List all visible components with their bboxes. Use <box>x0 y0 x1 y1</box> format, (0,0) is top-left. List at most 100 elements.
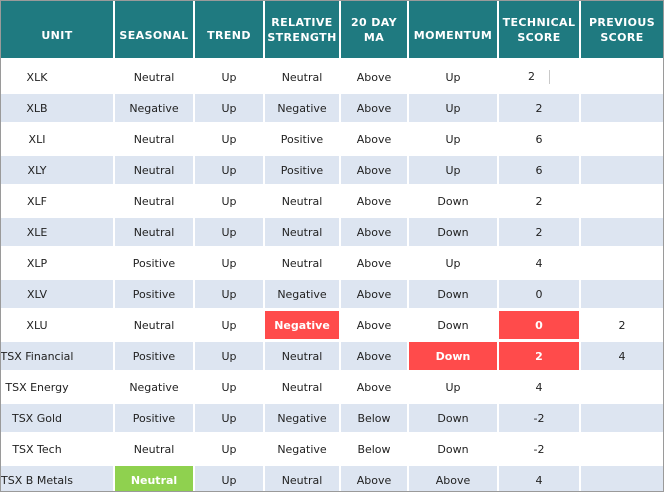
cell-value: Below <box>357 442 391 456</box>
cell-value: Above <box>356 225 392 239</box>
cell-value: XLY <box>27 163 47 177</box>
table-row: XLY Neutral Up Positive Above Up 6 <box>1 156 663 187</box>
unit-cell: TSX Financial <box>1 342 115 373</box>
cell-value: Above <box>356 70 392 84</box>
cell-value: Up <box>221 101 237 115</box>
header-line: MOMENTUM <box>413 29 493 42</box>
momentum-cell: Up <box>409 249 499 280</box>
cell-value: Up <box>221 163 237 177</box>
seasonal-cell: Positive <box>115 280 195 311</box>
cell-value: Up <box>221 318 237 332</box>
cell-value: Down <box>437 411 469 425</box>
header-trend: TREND <box>195 1 265 58</box>
momentum-cell: Up <box>409 94 499 125</box>
ma20-cell: Above <box>341 218 409 249</box>
trend-cell: Up <box>195 125 265 156</box>
cell-value: Up <box>221 70 237 84</box>
cell-value: Above <box>356 194 392 208</box>
cell-value: Up <box>221 473 237 487</box>
cell-value: Negative <box>274 318 330 332</box>
technical-score-cell: 0 <box>499 280 581 311</box>
previous-score-cell <box>581 373 663 404</box>
cell-value: Negative <box>277 442 327 456</box>
cell-value: Below <box>357 411 391 425</box>
cell-value: Above <box>356 101 392 115</box>
table-row: TSX B Metals Neutral Up Neutral Above Above 4 <box>1 466 663 491</box>
relative-strength-cell: Negative <box>265 404 341 435</box>
trend-cell: Up <box>195 435 265 466</box>
cell-value: Up <box>221 380 237 394</box>
cell-value: XLP <box>26 256 48 270</box>
trend-cell: Up <box>195 342 265 373</box>
technical-score-cell: 2 <box>499 218 581 249</box>
cell-value: Up <box>221 411 237 425</box>
technical-score-cell: 2 <box>499 63 581 94</box>
previous-score-cell <box>581 404 663 435</box>
trend-cell: Up <box>195 373 265 404</box>
cell-value: Neutral <box>281 225 323 239</box>
cell-value: Neutral <box>133 70 175 84</box>
relative-strength-cell: Neutral <box>265 249 341 280</box>
technical-score-cell: 2 <box>499 94 581 125</box>
cell-value: Above <box>356 473 392 487</box>
cell-value: Neutral <box>133 442 175 456</box>
unit-cell: XLI <box>1 125 115 156</box>
momentum-cell: Down <box>409 218 499 249</box>
ma20-cell: Below <box>341 404 409 435</box>
ma20-cell: Above <box>341 187 409 218</box>
technical-score-cell: 4 <box>499 373 581 404</box>
relative-strength-cell: Neutral <box>265 218 341 249</box>
header-line: RELATIVE <box>271 15 333 29</box>
header-line: SCORE <box>600 30 644 44</box>
relative-strength-cell: Negative <box>265 311 341 342</box>
previous-score-cell <box>581 187 663 218</box>
cell-value: Positive <box>280 163 324 177</box>
relative-strength-cell: Negative <box>265 435 341 466</box>
cell-value: XLE <box>26 225 48 239</box>
cell-value: Neutral <box>281 70 323 84</box>
trend-cell: Up <box>195 466 265 491</box>
cell-value: Up <box>445 132 461 146</box>
trend-cell: Up <box>195 404 265 435</box>
technical-score-cell: 4 <box>499 466 581 491</box>
unit-cell: TSX Gold <box>1 404 115 435</box>
cell-value: XLF <box>27 194 47 208</box>
previous-score-cell <box>581 466 663 491</box>
cell-value: 2 <box>535 194 543 208</box>
unit-cell: TSX Energy <box>1 373 115 404</box>
ma20-cell: Below <box>341 435 409 466</box>
header-20-day-ma: 20 DAY MA <box>341 1 409 58</box>
cell-value: XLV <box>27 287 47 301</box>
cell-value: Neutral <box>130 473 178 487</box>
cell-value: Above <box>356 163 392 177</box>
seasonal-cell: Positive <box>115 249 195 280</box>
table-row: XLI Neutral Up Positive Above Up 6 <box>1 125 663 156</box>
seasonal-cell: Neutral <box>115 125 195 156</box>
cell-value: Negative <box>277 411 327 425</box>
cell-value: 0 <box>535 287 543 301</box>
seasonal-cell: Neutral <box>115 156 195 187</box>
cell-value: TSX Gold <box>11 411 63 425</box>
cell-value: 4 <box>535 256 543 270</box>
cell-value: Neutral <box>133 225 175 239</box>
relative-strength-cell: Negative <box>265 280 341 311</box>
cell-value: 4 <box>618 349 626 363</box>
technical-score-cell: 6 <box>499 156 581 187</box>
cell-value: Up <box>445 101 461 115</box>
cell-value: Up <box>221 349 237 363</box>
cell-value: Above <box>356 380 392 394</box>
cell-value: Up <box>221 287 237 301</box>
cell-value: TSX Energy <box>5 380 69 394</box>
technical-score-cell: 6 <box>499 125 581 156</box>
cell-value: -2 <box>533 442 545 456</box>
table-row: XLB Negative Up Negative Above Up 2 <box>1 94 663 125</box>
trend-cell: Up <box>195 94 265 125</box>
cell-value: Up <box>221 442 237 456</box>
momentum-cell: Down <box>409 342 499 373</box>
header-unit: UNIT <box>1 1 115 58</box>
header-relative-strength: RELATIVE STRENGTH <box>265 1 341 58</box>
cell-value: Above <box>356 318 392 332</box>
cell-value: Down <box>437 225 469 239</box>
